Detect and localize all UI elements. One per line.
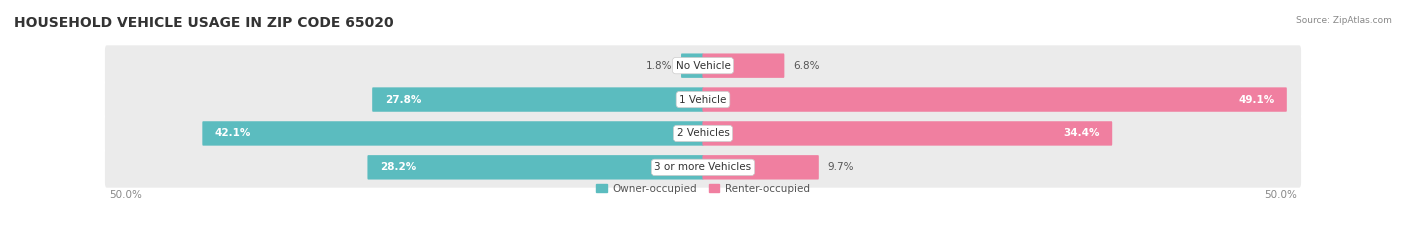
FancyBboxPatch shape [373,87,703,112]
Text: Source: ZipAtlas.com: Source: ZipAtlas.com [1296,16,1392,25]
Text: 1.8%: 1.8% [645,61,672,71]
Text: 28.2%: 28.2% [380,162,416,172]
Legend: Owner-occupied, Renter-occupied: Owner-occupied, Renter-occupied [592,179,814,198]
Text: 50.0%: 50.0% [1264,190,1296,200]
FancyBboxPatch shape [681,53,703,78]
FancyBboxPatch shape [105,45,1301,86]
Text: 50.0%: 50.0% [110,190,142,200]
FancyBboxPatch shape [202,121,703,146]
FancyBboxPatch shape [105,147,1301,188]
Text: 3 or more Vehicles: 3 or more Vehicles [654,162,752,172]
FancyBboxPatch shape [703,121,1112,146]
Text: 2 Vehicles: 2 Vehicles [676,128,730,138]
Text: 6.8%: 6.8% [793,61,820,71]
Text: No Vehicle: No Vehicle [675,61,731,71]
FancyBboxPatch shape [105,113,1301,154]
Text: HOUSEHOLD VEHICLE USAGE IN ZIP CODE 65020: HOUSEHOLD VEHICLE USAGE IN ZIP CODE 6502… [14,16,394,30]
FancyBboxPatch shape [703,53,785,78]
FancyBboxPatch shape [105,79,1301,120]
FancyBboxPatch shape [367,155,703,180]
Text: 49.1%: 49.1% [1239,95,1274,105]
Text: 42.1%: 42.1% [215,128,252,138]
Text: 34.4%: 34.4% [1063,128,1099,138]
FancyBboxPatch shape [703,155,818,180]
FancyBboxPatch shape [703,87,1286,112]
Text: 1 Vehicle: 1 Vehicle [679,95,727,105]
Text: 9.7%: 9.7% [828,162,855,172]
Text: 27.8%: 27.8% [385,95,420,105]
